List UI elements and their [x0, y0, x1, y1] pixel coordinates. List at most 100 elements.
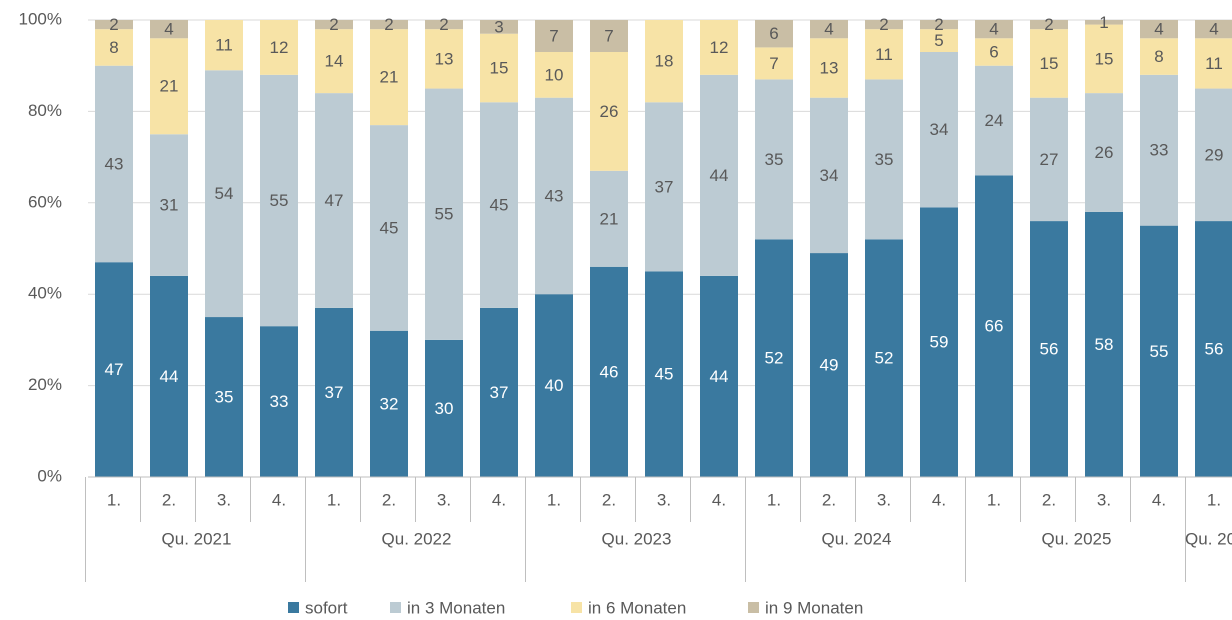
data-label: 21: [380, 68, 399, 87]
data-label: 12: [710, 38, 729, 57]
bar-segment: [370, 125, 408, 331]
bar-segment: [645, 271, 683, 477]
data-label: 45: [380, 218, 399, 237]
data-label: 2: [1044, 15, 1053, 34]
bar-segment: [315, 307, 353, 477]
data-label: 44: [710, 367, 729, 386]
bar-segment: [700, 275, 738, 477]
x-tick-label: 1.: [327, 490, 341, 509]
x-tick-label: 4.: [712, 490, 726, 509]
bar-segment: [150, 134, 188, 276]
data-label: 11: [1205, 54, 1223, 73]
data-label: 26: [1095, 143, 1114, 162]
data-label: 40: [545, 376, 564, 395]
bar-segment: [480, 307, 518, 477]
data-label: 3: [494, 17, 503, 36]
legend-label: in 9 Monaten: [765, 598, 863, 617]
bar-segment: [590, 51, 628, 171]
bar-segment: [205, 70, 243, 318]
data-label: 45: [490, 196, 509, 215]
data-label: 8: [109, 38, 118, 57]
bar-segment: [1085, 211, 1123, 477]
bar-segment: [1085, 93, 1123, 212]
bar-segment: [480, 102, 518, 308]
group-label: Qu. 2025: [1042, 529, 1112, 548]
bar-segment: [1030, 221, 1068, 477]
data-label: 14: [325, 52, 344, 71]
bar-segment: [370, 330, 408, 477]
data-label: 7: [549, 26, 558, 45]
bar-segment: [920, 29, 958, 52]
bar-segment: [1195, 38, 1232, 89]
data-label: 4: [824, 20, 833, 39]
bar-segment: [315, 93, 353, 308]
bar-segment: [260, 326, 298, 477]
group-label: Qu. 2022: [382, 529, 452, 548]
data-label: 55: [1150, 342, 1169, 361]
data-label: 45: [655, 365, 674, 384]
data-label: 58: [1095, 335, 1114, 354]
x-tick-label: 4.: [1152, 490, 1166, 509]
legend-swatch: [288, 602, 299, 613]
bar-segment: [865, 29, 903, 80]
data-label: 2: [879, 15, 888, 34]
y-tick-label: 0%: [37, 466, 62, 485]
bar-segment: [1140, 20, 1178, 39]
data-label: 35: [215, 388, 234, 407]
data-label: 5: [934, 31, 943, 50]
x-tick-label: 3.: [1097, 490, 1111, 509]
data-label: 52: [765, 349, 784, 368]
x-tick-label: 1.: [767, 490, 781, 509]
data-label: 49: [820, 356, 839, 375]
x-tick-label: 2.: [382, 490, 396, 509]
x-tick-label: 3.: [657, 490, 671, 509]
bar-segment: [810, 97, 848, 254]
data-label: 4: [1209, 20, 1218, 39]
bar-segment: [95, 65, 133, 263]
y-tick-label: 80%: [28, 101, 62, 120]
bar-segment: [810, 253, 848, 477]
group-label: Qu. 2024: [822, 529, 892, 548]
data-label: 29: [1205, 145, 1224, 164]
legend-label: in 3 Monaten: [407, 598, 505, 617]
bar-segment: [535, 51, 573, 98]
x-tick-label: 2.: [822, 490, 836, 509]
group-label: Qu. 2021: [162, 529, 232, 548]
data-label: 6: [769, 24, 778, 43]
bar-segment: [700, 20, 738, 75]
data-label: 33: [270, 392, 289, 411]
bar-segment: [1140, 74, 1178, 226]
bar-segment: [150, 20, 188, 39]
x-tick-label: 3.: [877, 490, 891, 509]
data-label: 10: [545, 65, 564, 84]
data-label: 15: [1095, 49, 1114, 68]
data-label: 8: [1154, 47, 1163, 66]
bar-segment: [645, 102, 683, 272]
bar-segment: [920, 20, 958, 30]
data-label: 44: [710, 166, 729, 185]
x-tick-label: 1.: [987, 490, 1001, 509]
bar-segment: [425, 20, 463, 30]
data-label: 31: [160, 196, 179, 215]
group-label: Qu. 2023: [602, 529, 672, 548]
bar-segment: [755, 239, 793, 477]
bar-segment: [370, 20, 408, 30]
y-tick-label: 20%: [28, 375, 62, 394]
data-label: 15: [490, 58, 509, 77]
data-label: 15: [1040, 54, 1059, 73]
data-label: 55: [435, 205, 454, 224]
bar-segment: [975, 38, 1013, 66]
data-label: 13: [820, 58, 839, 77]
data-label: 6: [989, 42, 998, 61]
data-label: 33: [1150, 141, 1169, 160]
data-label: 2: [109, 15, 118, 34]
x-tick-label: 1.: [107, 490, 121, 509]
bar-segment: [645, 20, 683, 103]
legend-label: in 6 Monaten: [588, 598, 686, 617]
bar-segment: [1085, 24, 1123, 94]
bar-segment: [700, 74, 738, 276]
bar-segment: [370, 29, 408, 126]
bar-segment: [590, 20, 628, 52]
bar-segment: [755, 47, 793, 80]
data-label: 47: [105, 360, 124, 379]
